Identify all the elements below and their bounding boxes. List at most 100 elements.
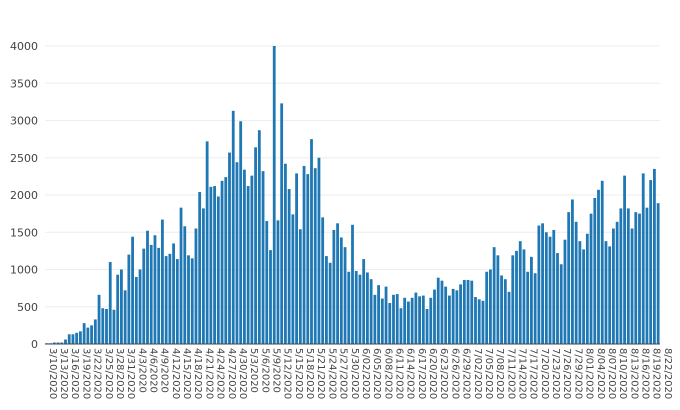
bar	[157, 247, 161, 344]
bar	[578, 241, 582, 344]
bar	[310, 139, 313, 345]
bar	[653, 168, 656, 344]
x-tick-label: 4/12/2020	[170, 348, 181, 399]
bar	[134, 276, 138, 344]
bar	[71, 334, 75, 344]
bar	[589, 213, 593, 345]
bar	[436, 277, 440, 344]
bar	[369, 279, 373, 344]
bar	[380, 298, 384, 344]
bar	[626, 208, 630, 344]
x-tick-label: 7/02/2020	[472, 348, 483, 399]
bar	[164, 256, 168, 344]
bar	[571, 199, 574, 344]
y-tick-label: 0	[31, 338, 38, 351]
bar	[328, 262, 332, 344]
bar	[582, 249, 585, 344]
bar	[470, 280, 474, 344]
x-tick-label: 7/08/2020	[494, 348, 505, 399]
bar	[105, 308, 108, 344]
bar	[641, 173, 645, 344]
bar	[306, 174, 310, 344]
bar	[500, 275, 503, 344]
bar	[351, 224, 354, 344]
bar	[444, 286, 448, 344]
bar	[347, 271, 351, 344]
bar	[477, 299, 481, 344]
bar	[52, 342, 56, 344]
bar	[93, 319, 97, 344]
x-tick-label: 6/23/2020	[438, 348, 449, 399]
x-tick-label: 6/26/2020	[449, 348, 460, 399]
x-tick-label: 3/10/2020	[47, 348, 58, 399]
bar	[556, 253, 559, 344]
bar	[526, 271, 530, 344]
bar	[541, 223, 544, 344]
bar	[127, 254, 131, 344]
bar	[313, 168, 317, 344]
bar	[60, 342, 64, 344]
x-tick-label: 8/04/2020	[595, 348, 606, 399]
x-axis: 3/10/2020 3/13/2020 3/16/2020 3/19/2020 3/22…	[47, 348, 673, 399]
bar	[559, 264, 563, 344]
bar	[79, 331, 82, 344]
x-tick-label: 4/15/2020	[181, 348, 192, 399]
x-tick-label: 7/20/2020	[539, 348, 550, 399]
x-tick-label: 8/10/2020	[617, 348, 628, 399]
bar	[503, 279, 507, 344]
bar	[175, 259, 179, 344]
y-tick-label: 2000	[10, 189, 38, 202]
bar	[339, 237, 343, 344]
bar	[515, 250, 518, 345]
bar	[101, 308, 105, 344]
x-tick-label: 5/21/2020	[315, 348, 326, 399]
bar	[231, 110, 235, 344]
x-tick-label: 6/14/2020	[405, 348, 416, 399]
bar	[638, 213, 641, 345]
bar	[142, 248, 146, 344]
bar	[433, 289, 436, 344]
bar	[358, 274, 362, 344]
y-tick-label: 1000	[10, 264, 38, 277]
bar	[530, 256, 533, 344]
bar	[161, 219, 164, 344]
bar	[462, 279, 466, 344]
bar	[153, 235, 157, 344]
bar	[507, 291, 511, 344]
bar	[261, 171, 265, 344]
x-tick-label: 4/6/2020	[148, 348, 159, 393]
bar	[489, 269, 492, 344]
x-tick-label: 4/21/2020	[203, 348, 214, 399]
y-tick-label: 500	[17, 301, 38, 314]
y-axis: 0 500 1000 1500 2000 2500 3000 3500 4000	[10, 40, 38, 351]
bar	[585, 233, 589, 344]
bar	[172, 243, 175, 344]
bar	[179, 207, 183, 344]
bar	[257, 130, 261, 344]
bar	[250, 175, 254, 344]
bar	[373, 294, 377, 344]
bar	[243, 169, 246, 344]
bar	[466, 279, 470, 344]
bar	[120, 269, 123, 344]
x-tick-label: 7/05/2020	[483, 348, 494, 399]
bar	[138, 269, 142, 344]
x-tick-label: 7/23/2020	[550, 348, 561, 399]
bar	[67, 334, 71, 344]
x-tick-label: 5/6/2020	[259, 348, 270, 393]
x-tick-label: 6/11/2020	[394, 348, 405, 399]
bar	[239, 121, 243, 345]
bar	[90, 325, 93, 345]
bar	[414, 292, 418, 344]
x-tick-label: 6/20/2020	[427, 348, 438, 399]
x-tick-label: 5/12/2020	[282, 348, 293, 399]
bar	[213, 186, 216, 344]
bar	[474, 297, 477, 344]
x-tick-label: 8/07/2020	[606, 348, 617, 399]
x-tick-label: 6/08/2020	[382, 348, 393, 399]
bar	[410, 297, 414, 344]
x-tick-label: 4/30/2020	[237, 348, 248, 399]
bar	[451, 288, 455, 344]
x-tick-label: 3/13/2020	[58, 348, 69, 399]
bar	[448, 295, 451, 344]
